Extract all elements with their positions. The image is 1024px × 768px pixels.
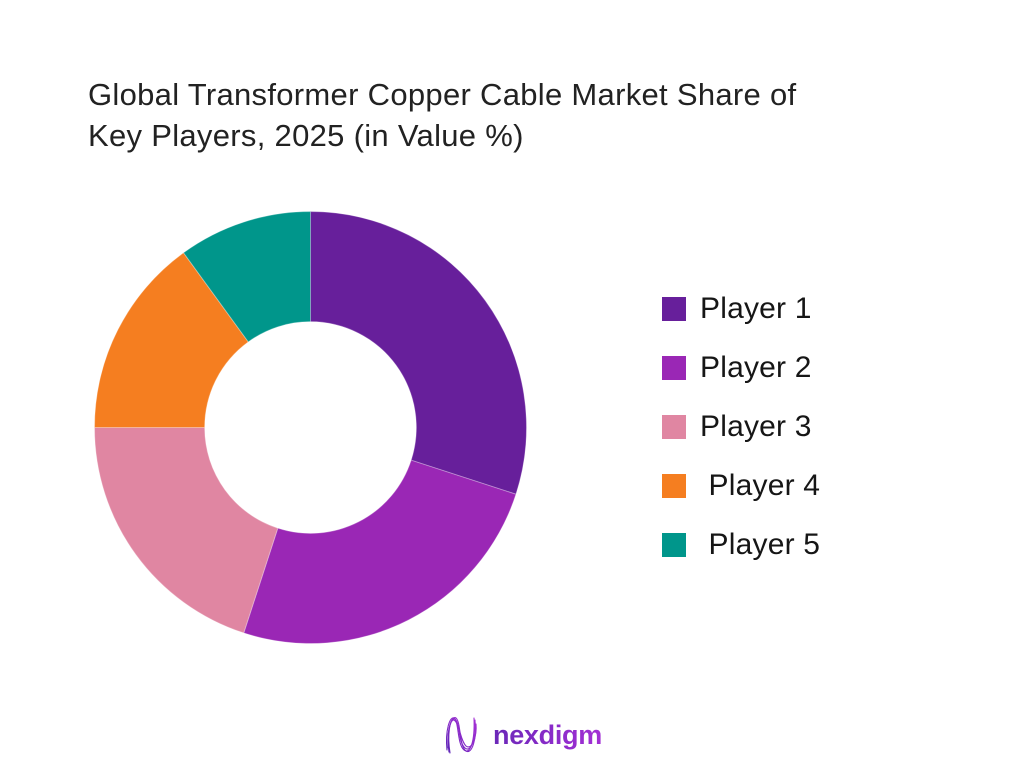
donut-slice-player-4 [94, 252, 249, 428]
legend-swatch-player-1 [662, 297, 686, 321]
brand-footer: nexdigm [444, 712, 602, 758]
legend-swatch-player-2 [662, 356, 686, 380]
legend-item-player-1: Player 1 [662, 292, 820, 325]
legend-swatch-player-4 [662, 474, 686, 498]
chart-title-line-2: Key Players, 2025 (in Value %) [88, 118, 524, 153]
legend-swatch-player-5 [662, 533, 686, 557]
legend-label-player-5: Player 5 [700, 528, 821, 561]
legend-item-player-5: Player 5 [662, 528, 821, 561]
legend-label-player-2: Player 2 [700, 351, 812, 384]
legend-item-player-3: Player 3 [662, 410, 820, 443]
donut-slice-player-1 [310, 211, 527, 495]
nexdigm-logo-icon [446, 717, 477, 754]
donut-slice-player-5 [182, 211, 311, 343]
legend: Player 1 Player 2 Player 3 Player 4 Play… [662, 292, 821, 589]
legend-label-player-3: Player 3 [700, 410, 812, 443]
donut-slice-player-3 [94, 427, 279, 634]
donut-chart-container [94, 211, 527, 644]
legend-label-player-4: Player 4 [700, 469, 821, 502]
legend-item-player-2: Player 2 [662, 351, 820, 384]
brand-wordmark: nexdigm [493, 719, 602, 750]
legend-item-player-4: Player 4 [662, 469, 821, 502]
donut-chart [94, 211, 527, 644]
legend-swatch-player-3 [662, 415, 686, 439]
chart-title: Global Transformer Copper Cable Market S… [88, 74, 968, 156]
donut-slice-player-2 [243, 459, 517, 644]
legend-label-player-1: Player 1 [700, 292, 812, 325]
chart-title-line-1: Global Transformer Copper Cable Market S… [88, 77, 797, 112]
